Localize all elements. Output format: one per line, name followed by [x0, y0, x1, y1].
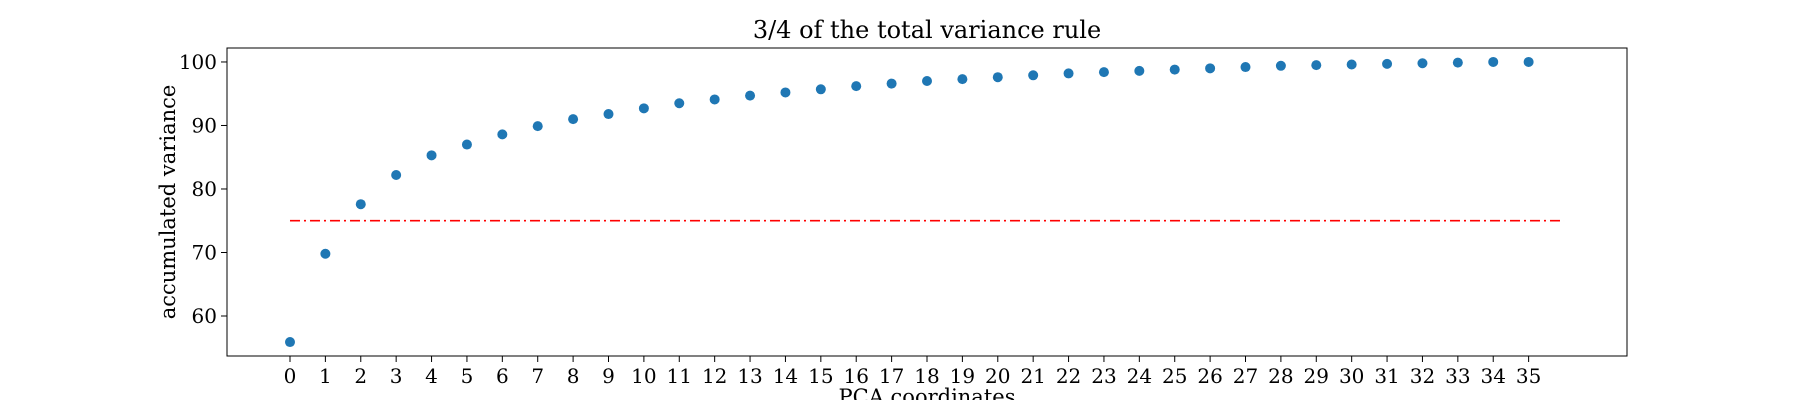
x-tick-label: 28 — [1268, 364, 1293, 388]
data-point — [1240, 62, 1251, 73]
data-point — [284, 337, 295, 348]
x-tick-label: 22 — [1056, 364, 1081, 388]
x-tick-label: 14 — [773, 364, 798, 388]
x-tick-label: 27 — [1233, 364, 1258, 388]
data-point — [815, 84, 826, 95]
data-point — [568, 114, 579, 125]
x-tick-label: 8 — [567, 364, 580, 388]
x-tick-label: 30 — [1339, 364, 1364, 388]
data-point — [497, 129, 508, 140]
x-tick-label: 21 — [1020, 364, 1045, 388]
x-tick-label: 9 — [602, 364, 615, 388]
x-tick-label: 24 — [1127, 364, 1152, 388]
x-tick-label: 34 — [1481, 364, 1506, 388]
x-tick-label: 19 — [950, 364, 975, 388]
data-point — [1417, 58, 1428, 69]
x-axis: 0 1 2 3 4 5 6 7 8 9 10 11 12 13 14 15 16 17 18 19 20 21 22 23 24… — [284, 356, 1541, 388]
data-point — [1098, 67, 1109, 78]
y-axis-label: accumulated variance — [156, 85, 180, 320]
data-point — [1205, 63, 1216, 74]
x-tick-label: 7 — [531, 364, 544, 388]
x-tick-label: 29 — [1304, 364, 1329, 388]
y-tick-label: 80 — [192, 177, 217, 201]
x-tick-label: 12 — [702, 364, 727, 388]
plot-frame — [226, 47, 1628, 357]
x-tick-label: 35 — [1516, 364, 1541, 388]
data-points — [284, 56, 1534, 348]
x-tick-label: 11 — [667, 364, 692, 388]
data-point — [1452, 57, 1463, 68]
data-point — [709, 94, 720, 105]
data-point — [1488, 56, 1499, 67]
data-point — [1523, 56, 1534, 67]
x-tick-label: 17 — [879, 364, 904, 388]
x-tick-label: 0 — [284, 364, 297, 388]
y-tick-label: 70 — [192, 240, 217, 264]
x-tick-label: 32 — [1410, 364, 1435, 388]
x-tick-label: 15 — [808, 364, 833, 388]
x-tick-label: 5 — [461, 364, 474, 388]
data-point — [992, 72, 1003, 83]
data-point — [745, 90, 756, 101]
y-tick-label: 90 — [192, 113, 217, 137]
data-point — [1134, 65, 1145, 76]
data-point — [886, 78, 897, 89]
data-point — [780, 87, 791, 98]
x-tick-label: 3 — [390, 364, 403, 388]
x-tick-label: 18 — [914, 364, 939, 388]
data-point — [638, 103, 649, 114]
x-tick-label: 10 — [631, 364, 656, 388]
x-tick-label: 33 — [1445, 364, 1470, 388]
data-point — [1346, 59, 1357, 70]
data-point — [426, 150, 437, 161]
data-point — [851, 81, 862, 92]
y-tick-label: 60 — [192, 304, 217, 328]
data-point — [355, 199, 366, 210]
data-point — [1311, 60, 1322, 71]
x-tick-label: 26 — [1197, 364, 1222, 388]
x-tick-label: 6 — [496, 364, 509, 388]
data-point — [1275, 60, 1286, 71]
y-axis: 60 70 80 90 100 — [179, 50, 227, 328]
data-point — [1063, 68, 1074, 79]
data-point — [603, 109, 614, 120]
y-tick-label: 100 — [179, 50, 217, 74]
x-tick-label: 1 — [319, 364, 332, 388]
data-point — [532, 121, 543, 132]
data-point — [1028, 70, 1039, 81]
data-point — [922, 76, 932, 87]
chart-title: 3/4 of the total variance rule — [753, 16, 1101, 44]
x-tick-label: 31 — [1374, 364, 1399, 388]
x-tick-label: 20 — [985, 364, 1010, 388]
data-point — [1169, 64, 1180, 75]
data-point — [674, 98, 685, 109]
data-point — [391, 170, 402, 181]
x-tick-label: 13 — [737, 364, 762, 388]
x-tick-label: 23 — [1091, 364, 1116, 388]
data-point — [957, 74, 968, 85]
x-tick-label: 16 — [843, 364, 868, 388]
x-tick-label: 25 — [1162, 364, 1187, 388]
data-point — [320, 248, 331, 259]
x-axis-label: PCA coordinates — [839, 385, 1016, 400]
data-point — [1382, 58, 1393, 69]
data-point — [461, 139, 472, 150]
x-tick-label: 4 — [425, 364, 438, 388]
x-tick-label: 2 — [354, 364, 367, 388]
